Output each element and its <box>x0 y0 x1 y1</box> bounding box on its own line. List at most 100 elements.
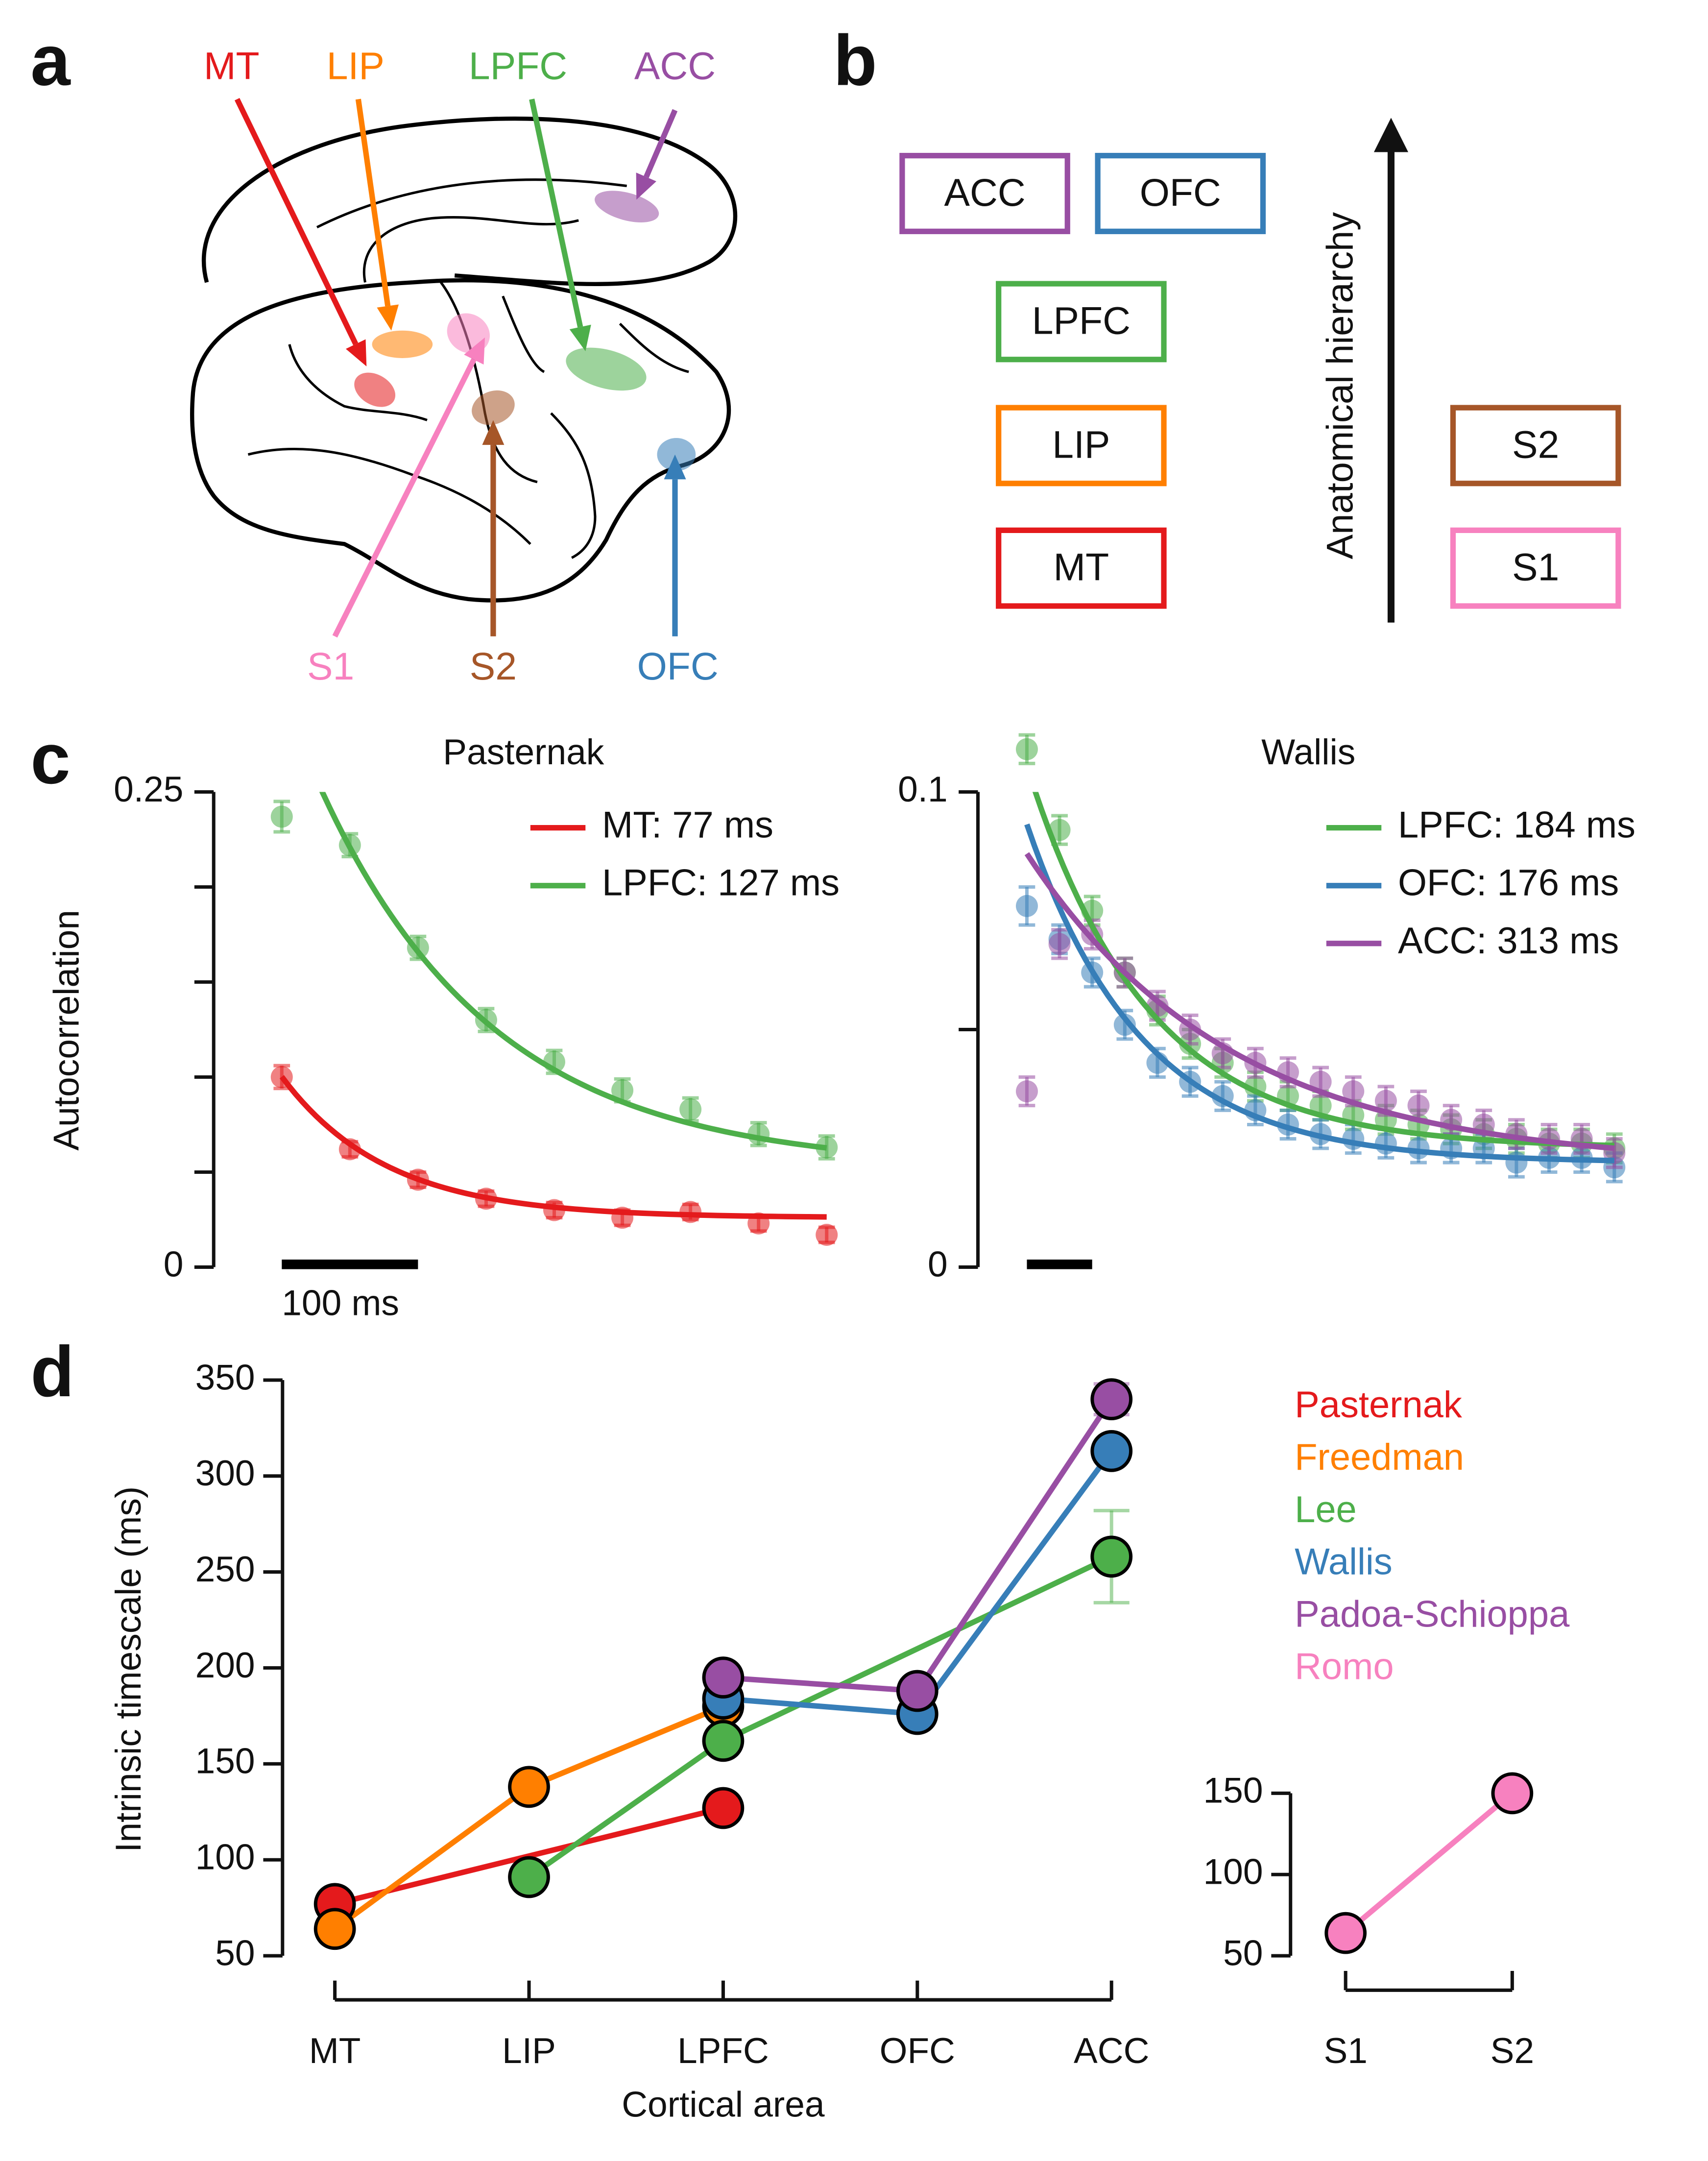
data-point <box>313 1908 356 1950</box>
data-point <box>702 1787 745 1829</box>
x-tick-label: OFC <box>880 2031 955 2071</box>
y-tick-label: 100 <box>1203 1852 1263 1892</box>
area-box <box>1450 405 1621 486</box>
data-point <box>679 1098 702 1120</box>
data-point <box>338 1138 361 1161</box>
y-axis-label: Intrinsic timescale (ms) <box>109 1486 148 1852</box>
y-axis-label: Autocorrelation <box>47 910 86 1151</box>
chart-title: Wallis <box>1261 732 1355 772</box>
region-label: MT <box>204 44 260 87</box>
legend-label: OFC: 176 ms <box>1398 862 1619 904</box>
y-tick-label: 300 <box>195 1454 255 1493</box>
area-box-label: OFC <box>1140 171 1221 214</box>
area-box <box>996 281 1167 363</box>
region-patch <box>472 390 515 425</box>
scale-bar-label: 100 ms <box>282 1283 399 1323</box>
data-point <box>816 1223 838 1246</box>
data-point <box>611 1079 634 1102</box>
panel-label: d <box>30 1332 74 1411</box>
x-tick-label: LPFC <box>677 2031 769 2071</box>
series-line <box>1344 1791 1514 1935</box>
arrow-head <box>482 420 505 445</box>
brain-outline <box>190 116 738 603</box>
x-tick-label: ACC <box>1074 2031 1149 2071</box>
region-patch <box>657 438 696 471</box>
arrow-head <box>569 324 591 351</box>
y-tick-label: 0.25 <box>114 770 183 809</box>
fit-curve <box>1024 852 1615 1151</box>
region-patch <box>354 372 396 407</box>
fit-curve <box>279 1075 827 1220</box>
area-box-label: S2 <box>1512 423 1559 466</box>
arrow-head <box>377 304 399 331</box>
area-box-label: LPFC <box>1032 299 1131 342</box>
y-tick-label: 250 <box>195 1550 255 1589</box>
legend-label: LPFC: 127 ms <box>602 862 840 904</box>
panel-label: b <box>833 21 877 100</box>
data-point <box>1113 1014 1136 1036</box>
series-line <box>334 1805 724 1907</box>
legend-label: Padoa-Schioppa <box>1295 1594 1570 1635</box>
data-point <box>1090 1535 1133 1578</box>
area-box-label: S1 <box>1512 546 1559 589</box>
legend-label: Lee <box>1295 1489 1357 1530</box>
data-point <box>1048 933 1071 955</box>
data-point <box>1090 1378 1133 1421</box>
y-tick-label: 150 <box>1203 1771 1263 1811</box>
data-point <box>1342 1080 1365 1103</box>
y-tick-label: 200 <box>195 1646 255 1685</box>
area-box-label: ACC <box>944 171 1025 214</box>
legend-label: Wallis <box>1295 1541 1393 1583</box>
arrow-shaft <box>332 358 477 638</box>
region-label: LIP <box>327 44 385 87</box>
panel-label: c <box>30 719 70 799</box>
y-tick-label: 50 <box>1223 1933 1263 1973</box>
arrow-shaft <box>529 98 583 328</box>
region-label: S2 <box>470 645 517 688</box>
region-label: LPFC <box>469 44 567 87</box>
data-point <box>1491 1772 1534 1815</box>
legend-label: MT: 77 ms <box>602 804 773 846</box>
data-point <box>1015 895 1038 917</box>
arrow-head <box>345 339 367 366</box>
data-point <box>508 1856 550 1898</box>
y-tick-label: 0.1 <box>898 770 948 809</box>
arrow-head <box>636 172 656 200</box>
y-tick-label: 350 <box>195 1358 255 1397</box>
y-tick-label: 50 <box>215 1933 255 1973</box>
data-point <box>702 1720 745 1762</box>
fit-curve <box>319 792 827 1151</box>
region-patch <box>372 330 433 358</box>
area-box <box>1450 527 1621 609</box>
region-patch <box>566 347 647 391</box>
data-point <box>1015 1080 1038 1103</box>
data-point <box>1090 1430 1133 1472</box>
x-tick-label: S1 <box>1323 2031 1367 2071</box>
fit-curve <box>1024 823 1614 1164</box>
arrow-head <box>464 337 485 365</box>
region-label: OFC <box>637 645 719 688</box>
data-point <box>702 1656 745 1699</box>
data-point <box>270 805 293 828</box>
x-tick-label: MT <box>309 2031 361 2071</box>
arrow-shaft <box>644 109 678 178</box>
y-tick-label: 0 <box>164 1245 184 1285</box>
hierarchy-label: Anatomical hierarchy <box>1320 212 1361 559</box>
chart-title: Pasternak <box>443 732 604 772</box>
region-label: S1 <box>307 645 354 688</box>
arrow-shaft <box>355 98 391 307</box>
area-box-label: LIP <box>1052 423 1110 466</box>
data-point <box>508 1766 550 1808</box>
area-box-label: MT <box>1054 546 1109 589</box>
y-tick-label: 150 <box>195 1742 255 1781</box>
data-point <box>1407 1094 1430 1117</box>
x-tick-label: S2 <box>1491 2031 1534 2071</box>
arrow-head <box>664 454 686 480</box>
data-point <box>896 1670 938 1712</box>
legend-label: LPFC: 184 ms <box>1398 804 1636 846</box>
area-box <box>996 527 1167 609</box>
legend-label: ACC: 313 ms <box>1398 920 1619 962</box>
fit-curve <box>1032 792 1614 1148</box>
